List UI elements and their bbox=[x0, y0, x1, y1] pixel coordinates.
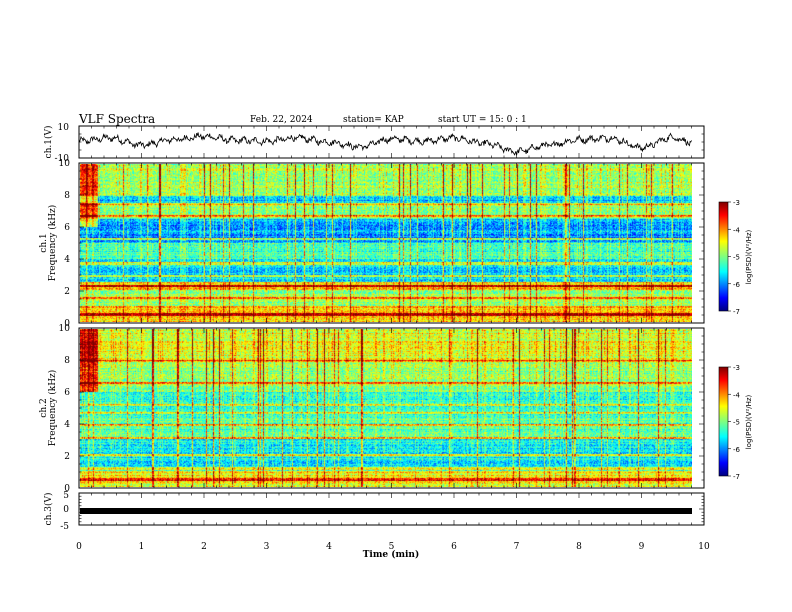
ch3-ytick-mid: 0 bbox=[63, 505, 69, 515]
colorbar-tick-label: -7 bbox=[733, 473, 740, 481]
ch1-ytick-bottom: -10 bbox=[55, 154, 70, 164]
colorbar-1: -3 -4 -5 -6 -7 log(PSD)(V²/Hz) bbox=[718, 199, 753, 316]
ch3-ytick-top: 5 bbox=[63, 491, 69, 501]
ch1-ylabel: ch.1(V) bbox=[43, 126, 54, 159]
colorbar-2-label: log(PSD)(V²/Hz) bbox=[745, 394, 753, 449]
x-tick-label: 8 bbox=[576, 542, 582, 552]
header-date: Feb. 22, 2024 bbox=[250, 115, 313, 125]
ch1-spec-ylabel2: Frequency (kHz) bbox=[47, 205, 58, 282]
colorbar-tick-label: -6 bbox=[733, 281, 741, 289]
y-tick-label: 10 bbox=[59, 159, 71, 169]
ch3-waveform-trace bbox=[80, 508, 692, 514]
colorbar-1-label: log(PSD)(V²/Hz) bbox=[745, 229, 753, 284]
x-axis-label: Time (min) bbox=[363, 549, 420, 560]
x-tick-label: 2 bbox=[201, 542, 207, 552]
x-tick-label: 9 bbox=[639, 542, 645, 552]
colorbar-tick-label: -6 bbox=[733, 446, 741, 454]
x-tick-label: 6 bbox=[451, 542, 457, 552]
header-station: station= KAP bbox=[343, 115, 404, 125]
ch1-waveform-trace bbox=[78, 132, 692, 156]
colorbar-tick-label: -7 bbox=[733, 308, 740, 316]
colorbar-tick-label: -5 bbox=[733, 419, 740, 427]
x-tick-label: 1 bbox=[139, 542, 145, 552]
x-tick-label: 7 bbox=[514, 542, 520, 552]
y-tick-label: 0 bbox=[64, 484, 70, 494]
colorbar-tick-label: -4 bbox=[733, 226, 741, 234]
ch3-waveform-panel: 5 0 -5 ch.3(V) bbox=[43, 491, 705, 532]
y-tick-label: 4 bbox=[64, 420, 70, 430]
colorbar-tick-label: -5 bbox=[733, 254, 740, 262]
ch3-ytick-bottom: -5 bbox=[60, 522, 69, 532]
y-tick-label: 8 bbox=[64, 191, 70, 201]
ch2-spec-ylabel: ch.2 bbox=[39, 398, 49, 417]
x-tick-label: 3 bbox=[264, 542, 270, 552]
y-tick-label: 8 bbox=[64, 356, 70, 366]
ch1-ytick-top: 10 bbox=[58, 123, 70, 133]
ch3-ylabel: ch.3(V) bbox=[43, 493, 54, 526]
figure-title: VLF Spectra bbox=[79, 112, 156, 126]
ch2-spec-ylabel2: Frequency (kHz) bbox=[47, 370, 58, 447]
header-start-time: start UT = 15: 0 : 1 bbox=[438, 115, 527, 125]
colorbar-tick-label: -3 bbox=[733, 364, 740, 372]
colorbar-2: -3 -4 -5 -6 -7 log(PSD)(V²/Hz) bbox=[718, 364, 753, 481]
y-tick-label: 10 bbox=[59, 324, 71, 334]
ch1-waveform-panel: 10 -10 ch.1(V) bbox=[43, 123, 705, 164]
colorbar-tick-label: -3 bbox=[733, 199, 740, 207]
y-tick-label: 6 bbox=[64, 223, 70, 233]
x-tick-label: 5 bbox=[389, 542, 395, 552]
ch1-spec-ylabel: ch.1 bbox=[39, 233, 49, 252]
y-tick-label: 0 bbox=[64, 319, 70, 329]
x-tick-label: 10 bbox=[698, 542, 710, 552]
colorbar-tick-label: -4 bbox=[733, 391, 741, 399]
y-tick-label: 6 bbox=[64, 388, 70, 398]
x-tick-label: 0 bbox=[76, 542, 82, 552]
ch2-spectrogram-image bbox=[80, 329, 692, 487]
ch2-spectrogram-panel: 0 2 4 6 8 10 ch.2 Frequency (kHz) bbox=[39, 324, 705, 494]
ch1-spectrogram-panel: 0 2 4 6 8 10 ch.1 Frequency (kHz) bbox=[39, 159, 705, 329]
y-tick-label: 2 bbox=[64, 287, 70, 297]
x-tick-label: 4 bbox=[326, 542, 332, 552]
y-tick-label: 2 bbox=[64, 452, 70, 462]
y-tick-label: 4 bbox=[64, 255, 70, 265]
x-axis-tick-labels: 0 1 2 3 4 5 6 7 8 9 10 bbox=[76, 542, 710, 552]
ch1-spectrogram-image bbox=[80, 164, 692, 322]
